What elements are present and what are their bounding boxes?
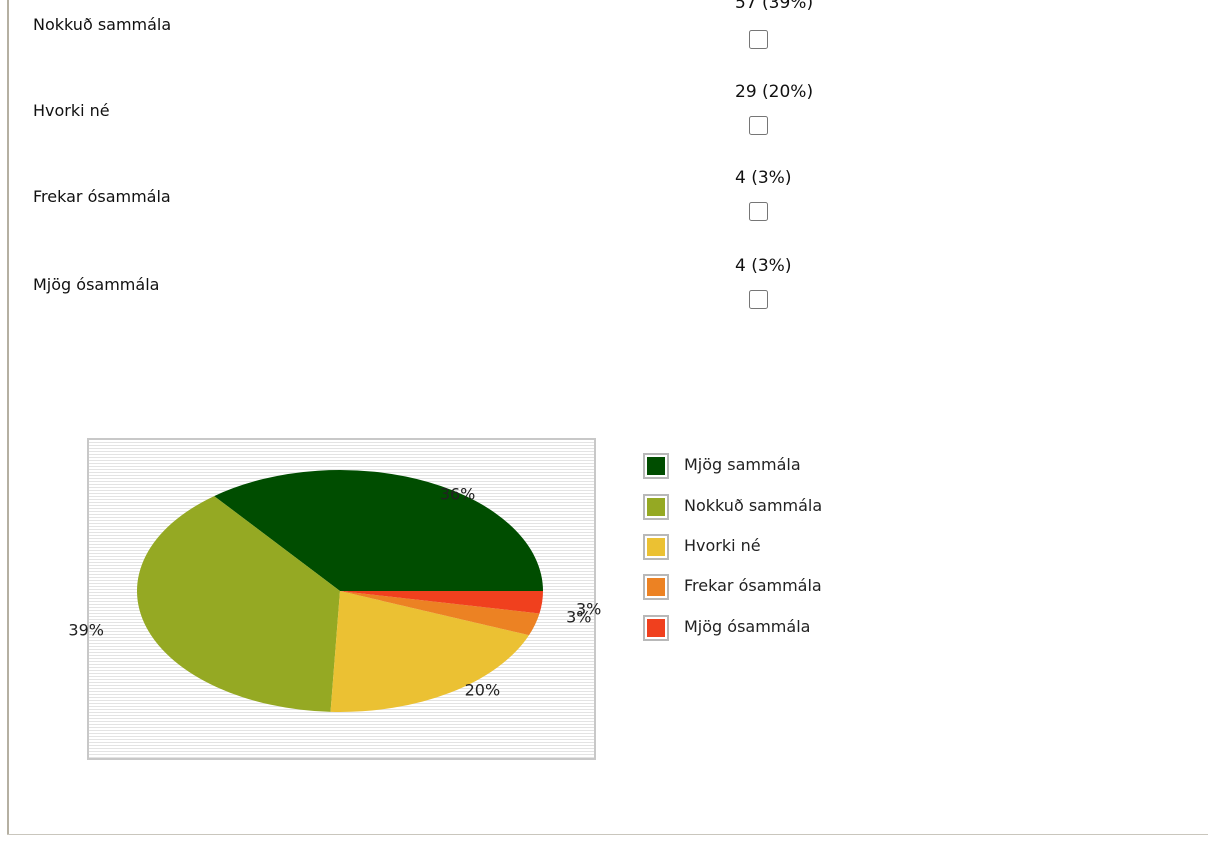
legend-swatch bbox=[643, 615, 669, 641]
row-checkbox[interactable] bbox=[749, 290, 768, 309]
legend-label: Mjög ósammála bbox=[684, 617, 811, 636]
bottom-border bbox=[7, 834, 1208, 835]
legend-label: Hvorki né bbox=[684, 536, 761, 555]
row-label: Frekar ósammála bbox=[33, 187, 171, 206]
legend-label: Mjög sammála bbox=[684, 455, 801, 474]
row-label: Hvorki né bbox=[33, 101, 110, 120]
left-border bbox=[7, 0, 9, 835]
row-label: Nokkuð sammála bbox=[33, 15, 172, 34]
legend-label: Frekar ósammála bbox=[684, 576, 822, 595]
legend-swatch bbox=[643, 534, 669, 560]
pie-chart-frame bbox=[87, 438, 596, 760]
row-checkbox[interactable] bbox=[749, 202, 768, 221]
legend-swatch bbox=[643, 494, 669, 520]
row-checkbox[interactable] bbox=[749, 116, 768, 135]
legend-swatch bbox=[643, 453, 669, 479]
row-checkbox[interactable] bbox=[749, 30, 768, 49]
row-label: Mjög ósammála bbox=[33, 275, 160, 294]
row-value: 57 (39%) bbox=[735, 0, 814, 13]
legend-label: Nokkuð sammála bbox=[684, 496, 823, 515]
legend-swatch bbox=[643, 574, 669, 600]
row-value: 29 (20%) bbox=[735, 82, 814, 102]
row-value: 4 (3%) bbox=[735, 168, 792, 188]
row-value: 4 (3%) bbox=[735, 256, 792, 276]
